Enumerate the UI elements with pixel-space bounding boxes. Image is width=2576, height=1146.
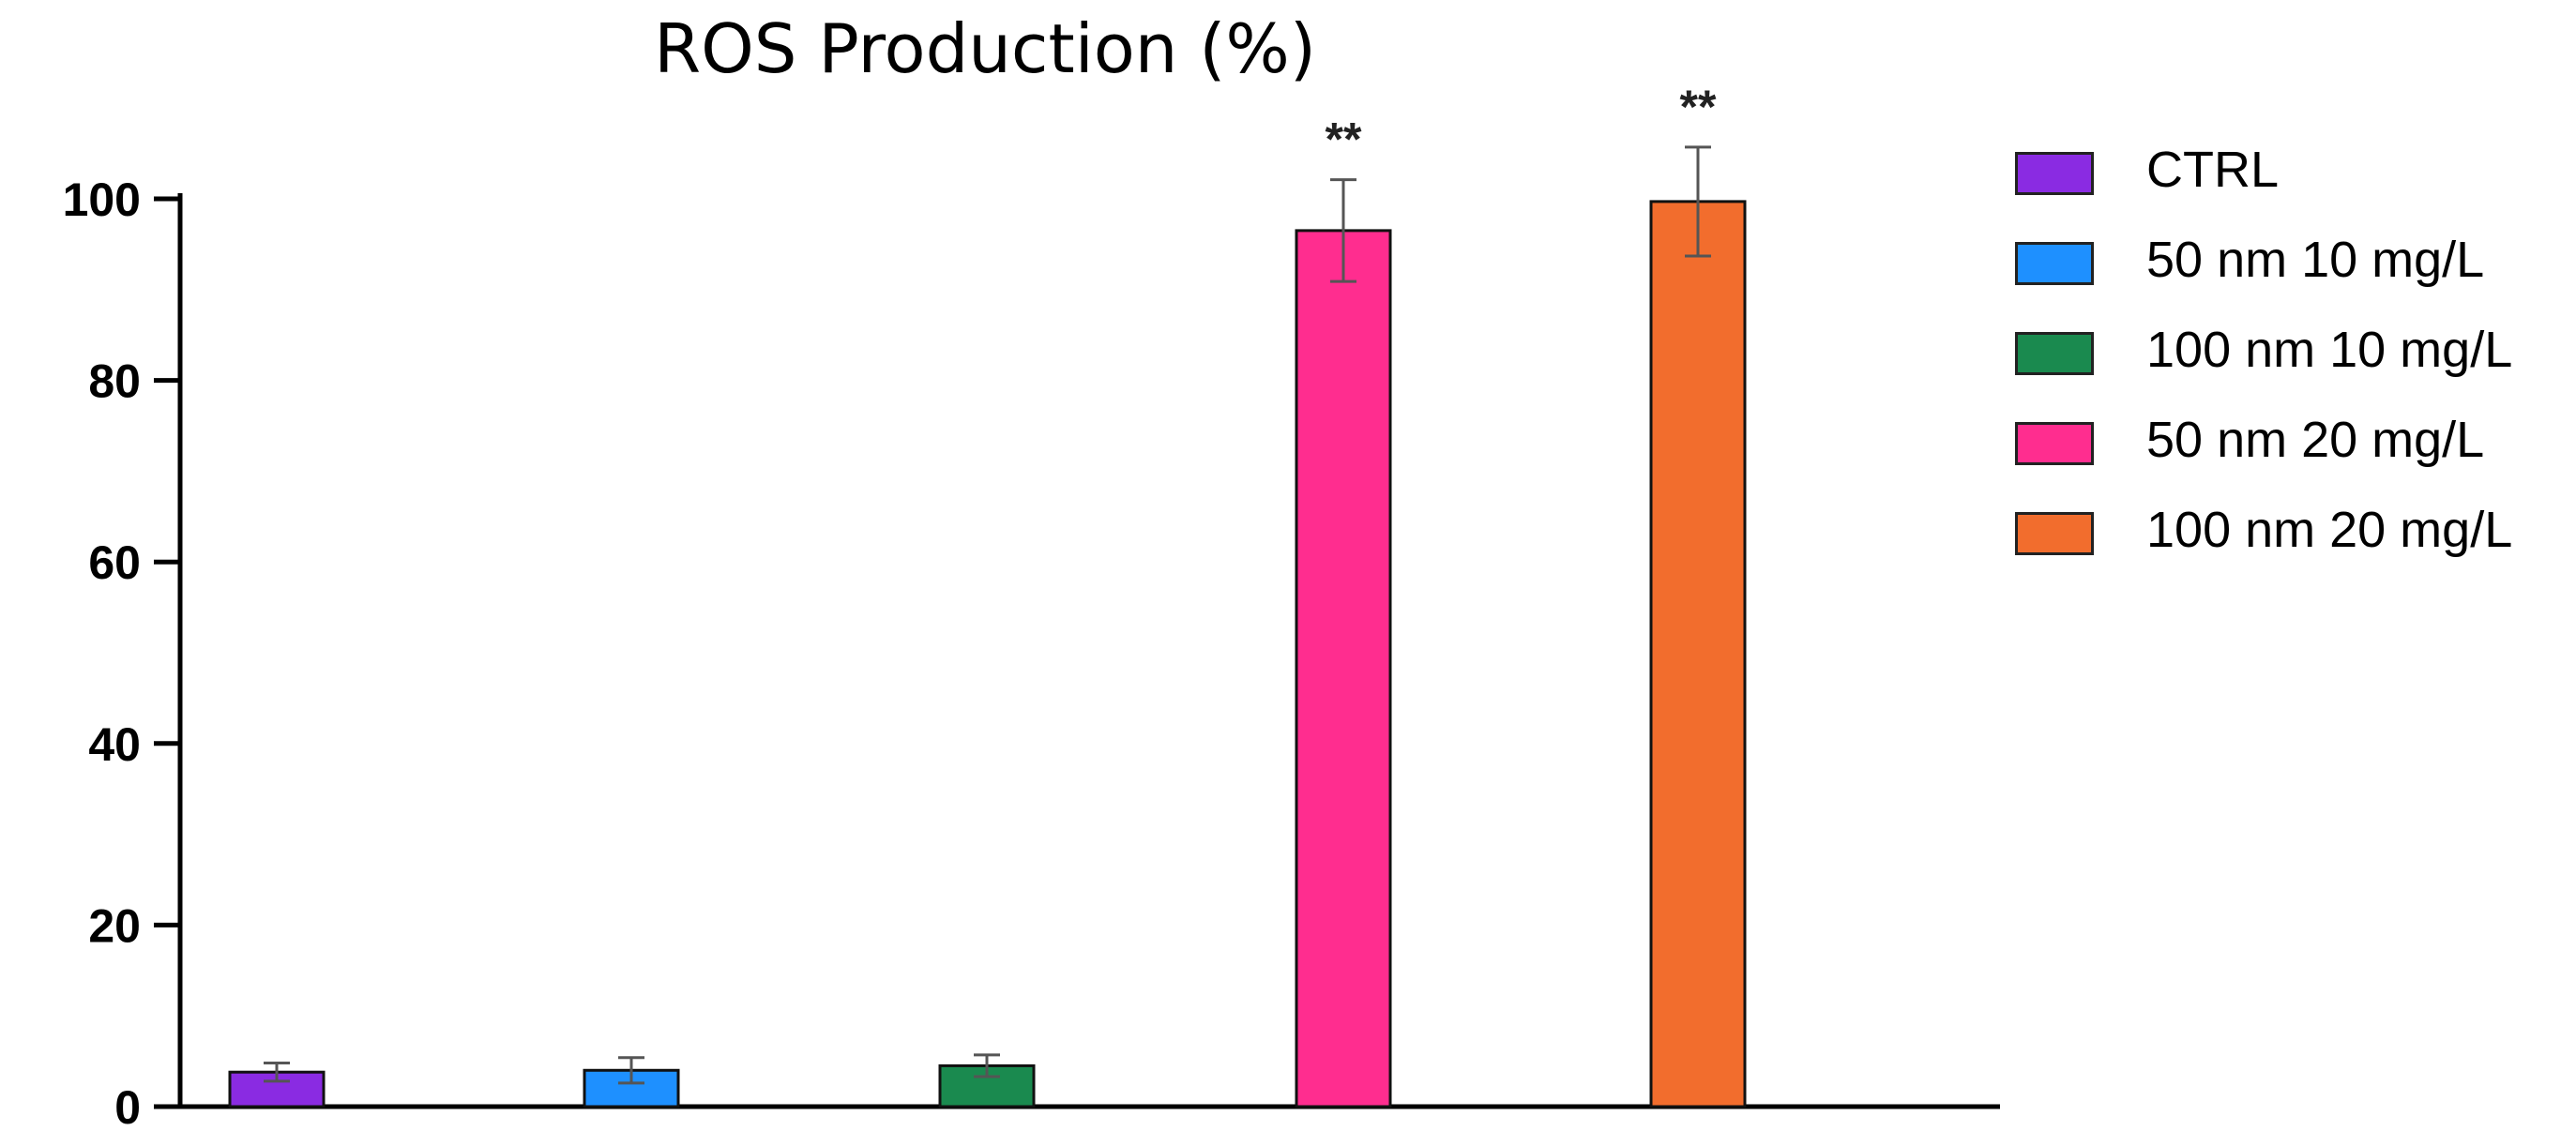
legend-label: 50 nm 20 mg/L (2146, 412, 2485, 468)
legend-label: 100 nm 10 mg/L (2146, 322, 2513, 378)
significance-marker: ** (1326, 113, 1362, 166)
y-tick-label: 100 (63, 173, 141, 226)
y-tick-label: 60 (88, 536, 141, 589)
legend-label: CTRL (2146, 142, 2280, 198)
legend-label: 100 nm 20 mg/L (2146, 502, 2513, 558)
legend-label: 50 nm 10 mg/L (2146, 232, 2485, 288)
plot-area: 0 20 40 60 80 100 ** ** (63, 81, 2000, 1134)
y-tick-label: 80 (88, 355, 141, 408)
legend-item: 50 nm 10 mg/L (2015, 231, 2576, 296)
legend-item: 100 nm 20 mg/L (2015, 501, 2576, 566)
legend-item: 100 nm 10 mg/L (2015, 321, 2576, 386)
y-tick-label: 0 (114, 1081, 141, 1134)
y-axis: 0 20 40 60 80 100 (63, 173, 183, 1134)
legend-swatch (2015, 152, 2094, 195)
y-tick-label: 40 (88, 718, 141, 771)
significance-marker: ** (1680, 81, 1717, 133)
bar (1649, 200, 1747, 1108)
bars: ** ** (228, 81, 1747, 1108)
legend-item: 50 nm 20 mg/L (2015, 411, 2576, 476)
legend-swatch (2015, 512, 2094, 555)
legend-item: CTRL (2015, 141, 2576, 206)
chart-title: ROS Production (%) (654, 9, 1316, 88)
legend-swatch (2015, 332, 2094, 375)
bar (1295, 229, 1392, 1108)
legend-swatch (2015, 242, 2094, 285)
legend-swatch (2015, 422, 2094, 465)
y-tick-label: 20 (88, 899, 141, 952)
